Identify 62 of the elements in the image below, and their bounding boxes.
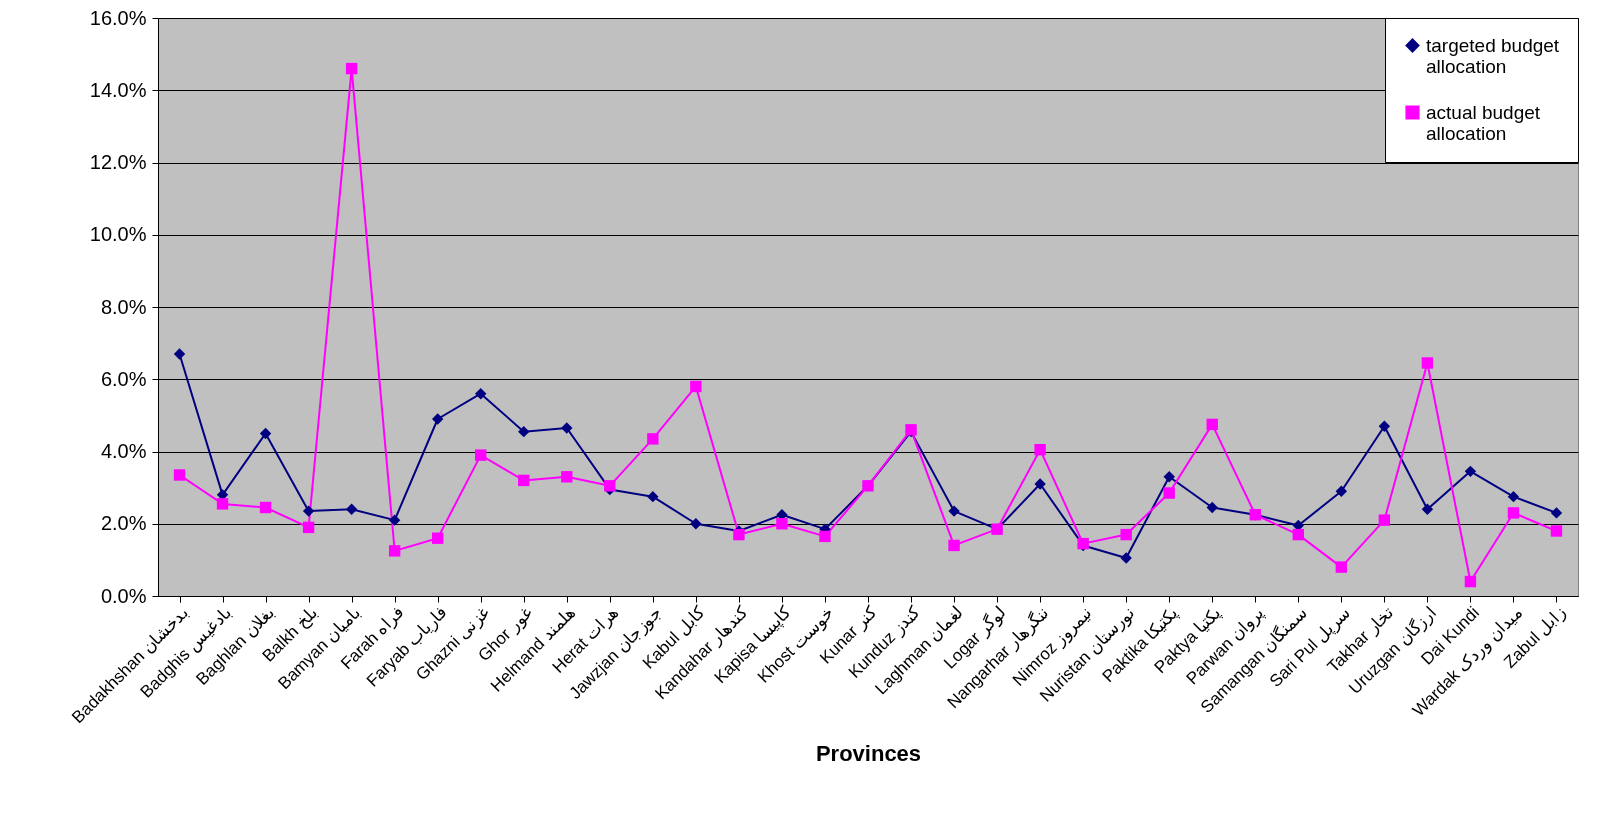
point [173,348,186,360]
point [1163,487,1175,499]
point [345,503,358,515]
point [1507,490,1520,503]
point [259,501,272,514]
legend-label: targeted budget allocation [1426,34,1560,77]
point [1335,561,1348,573]
point [259,427,272,440]
point [1120,528,1132,541]
point [819,530,831,543]
point [475,388,487,400]
point [1378,514,1391,526]
point [1335,485,1348,497]
point [432,413,444,425]
point [388,514,401,526]
point [475,449,487,461]
point [1550,525,1563,537]
y-tick-label: 16.0% [89,6,147,29]
point [647,433,659,445]
y-tick-label: 0.0% [100,584,147,607]
point [1034,478,1046,490]
point [690,380,702,393]
point [1120,552,1132,564]
y-tick-label: 14.0% [89,78,147,101]
point [1292,528,1304,541]
y-tick-label: 10.0% [89,223,147,246]
point [1464,465,1477,478]
y-tick-label: 6.0% [100,367,147,390]
point [948,539,960,552]
point [733,528,745,541]
legend-label: actual budget allocation [1426,101,1541,144]
y-tick-label: 12.0% [89,151,147,173]
point [776,518,788,530]
y-tick-label: 8.0% [100,295,147,318]
point [1206,501,1218,514]
point [302,505,315,517]
point [647,490,659,503]
point [604,480,616,492]
point [1378,420,1391,432]
point [388,545,401,557]
point [1421,503,1434,515]
point [518,474,530,487]
y-tick-label: 4.0% [100,440,147,462]
point [1464,575,1477,588]
point [345,62,358,75]
point [1550,507,1563,519]
point [1421,357,1434,369]
point [690,518,702,530]
point [173,469,186,481]
point [216,498,229,510]
point [561,471,573,483]
point [1163,471,1175,483]
point [1507,507,1520,519]
point [518,425,530,438]
point [1034,443,1046,456]
point [432,532,444,544]
x-axis-title: Provinces [815,740,922,766]
point [948,505,960,517]
y-tick-label: 2.0% [100,512,147,535]
point [302,521,315,534]
point [1206,418,1218,431]
point [561,422,573,434]
